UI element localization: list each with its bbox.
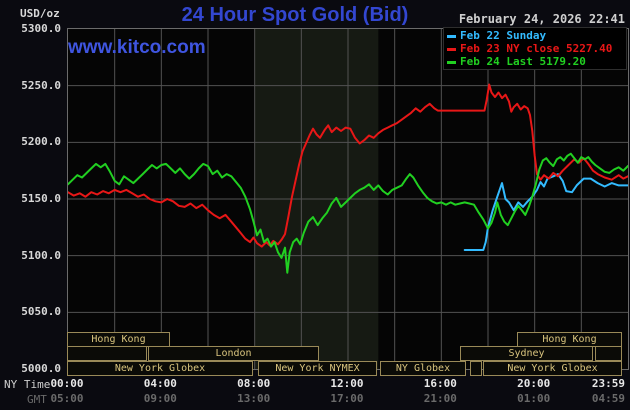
session-box-new-york-globex: New York Globex xyxy=(483,361,622,376)
session-box-empty xyxy=(67,346,147,361)
x-tick-label: 00:00 xyxy=(50,377,84,390)
gmt-axis-label: GMT xyxy=(27,393,47,406)
chart-legend: Feb 22 Sunday Feb 23 NY close 5227.40 Fe… xyxy=(443,27,627,70)
session-box-sydney: Sydney xyxy=(460,346,593,361)
x-tick-label: 04:00 xyxy=(143,377,177,390)
x-tick-label: 17:00 xyxy=(330,392,364,405)
legend-item-today: Feb 24 Last 5179.20 xyxy=(447,55,626,68)
legend-item-prevday: Feb 23 NY close 5227.40 xyxy=(447,42,626,55)
chart-timestamp: February 24, 2026 22:41 xyxy=(458,12,625,26)
chart-plot-area xyxy=(67,28,629,370)
session-box-empty xyxy=(595,346,622,361)
session-box-london: London xyxy=(148,346,319,361)
session-box-hong-kong: Hong Kong xyxy=(67,332,170,347)
session-box-new-york-globex: New York Globex xyxy=(67,361,253,376)
legend-label: Feb 22 Sunday xyxy=(460,29,547,42)
green-line-swatch-icon xyxy=(447,60,456,64)
session-box-new-york-nymex: New York NYMEX xyxy=(258,361,377,376)
x-tick-label: 01:00 xyxy=(517,392,551,405)
session-box-empty xyxy=(470,361,482,376)
y-tick-label: 5050.0 xyxy=(21,305,61,319)
kitco-watermark-link[interactable]: www.kitco.com xyxy=(68,37,206,58)
legend-label: Feb 23 NY close 5227.40 xyxy=(460,42,613,55)
legend-item-sunday: Feb 22 Sunday xyxy=(447,29,626,42)
session-box-hong-kong: Hong Kong xyxy=(517,332,622,347)
legend-label: Feb 24 Last 5179.20 xyxy=(460,55,586,68)
x-tick-label: 20:00 xyxy=(517,377,551,390)
y-tick-label: 5150.0 xyxy=(21,192,61,205)
x-tick-label: 13:00 xyxy=(237,392,271,405)
y-tick-label: 5250.0 xyxy=(21,78,61,92)
x-tick-label: 09:00 xyxy=(143,392,177,405)
ny-time-axis-label: NY Time xyxy=(4,378,51,391)
x-tick-label: 05:00 xyxy=(50,392,84,405)
price-lines-chart xyxy=(68,29,628,369)
x-tick-label: 04:59 xyxy=(591,392,625,405)
x-tick-label: 12:00 xyxy=(330,377,364,390)
x-tick-label: 16:00 xyxy=(423,377,457,390)
cyan-line-swatch-icon xyxy=(447,34,456,38)
unit-label: USD/oz xyxy=(20,7,60,20)
y-tick-label: 5200.0 xyxy=(21,135,61,149)
y-tick-label: 5100.0 xyxy=(21,248,61,262)
session-box-ny-globex: NY Globex xyxy=(380,361,466,376)
y-tick-label: 5300.0 xyxy=(21,22,61,35)
page-title: 24 Hour Spot Gold (Bid) xyxy=(181,4,409,26)
x-tick-label: 21:00 xyxy=(423,392,457,405)
x-tick-label: 08:00 xyxy=(237,377,271,390)
red-line-swatch-icon xyxy=(447,47,456,51)
y-tick-label: 5000.0 xyxy=(21,362,61,375)
x-tick-label: 23:59 xyxy=(591,377,625,390)
